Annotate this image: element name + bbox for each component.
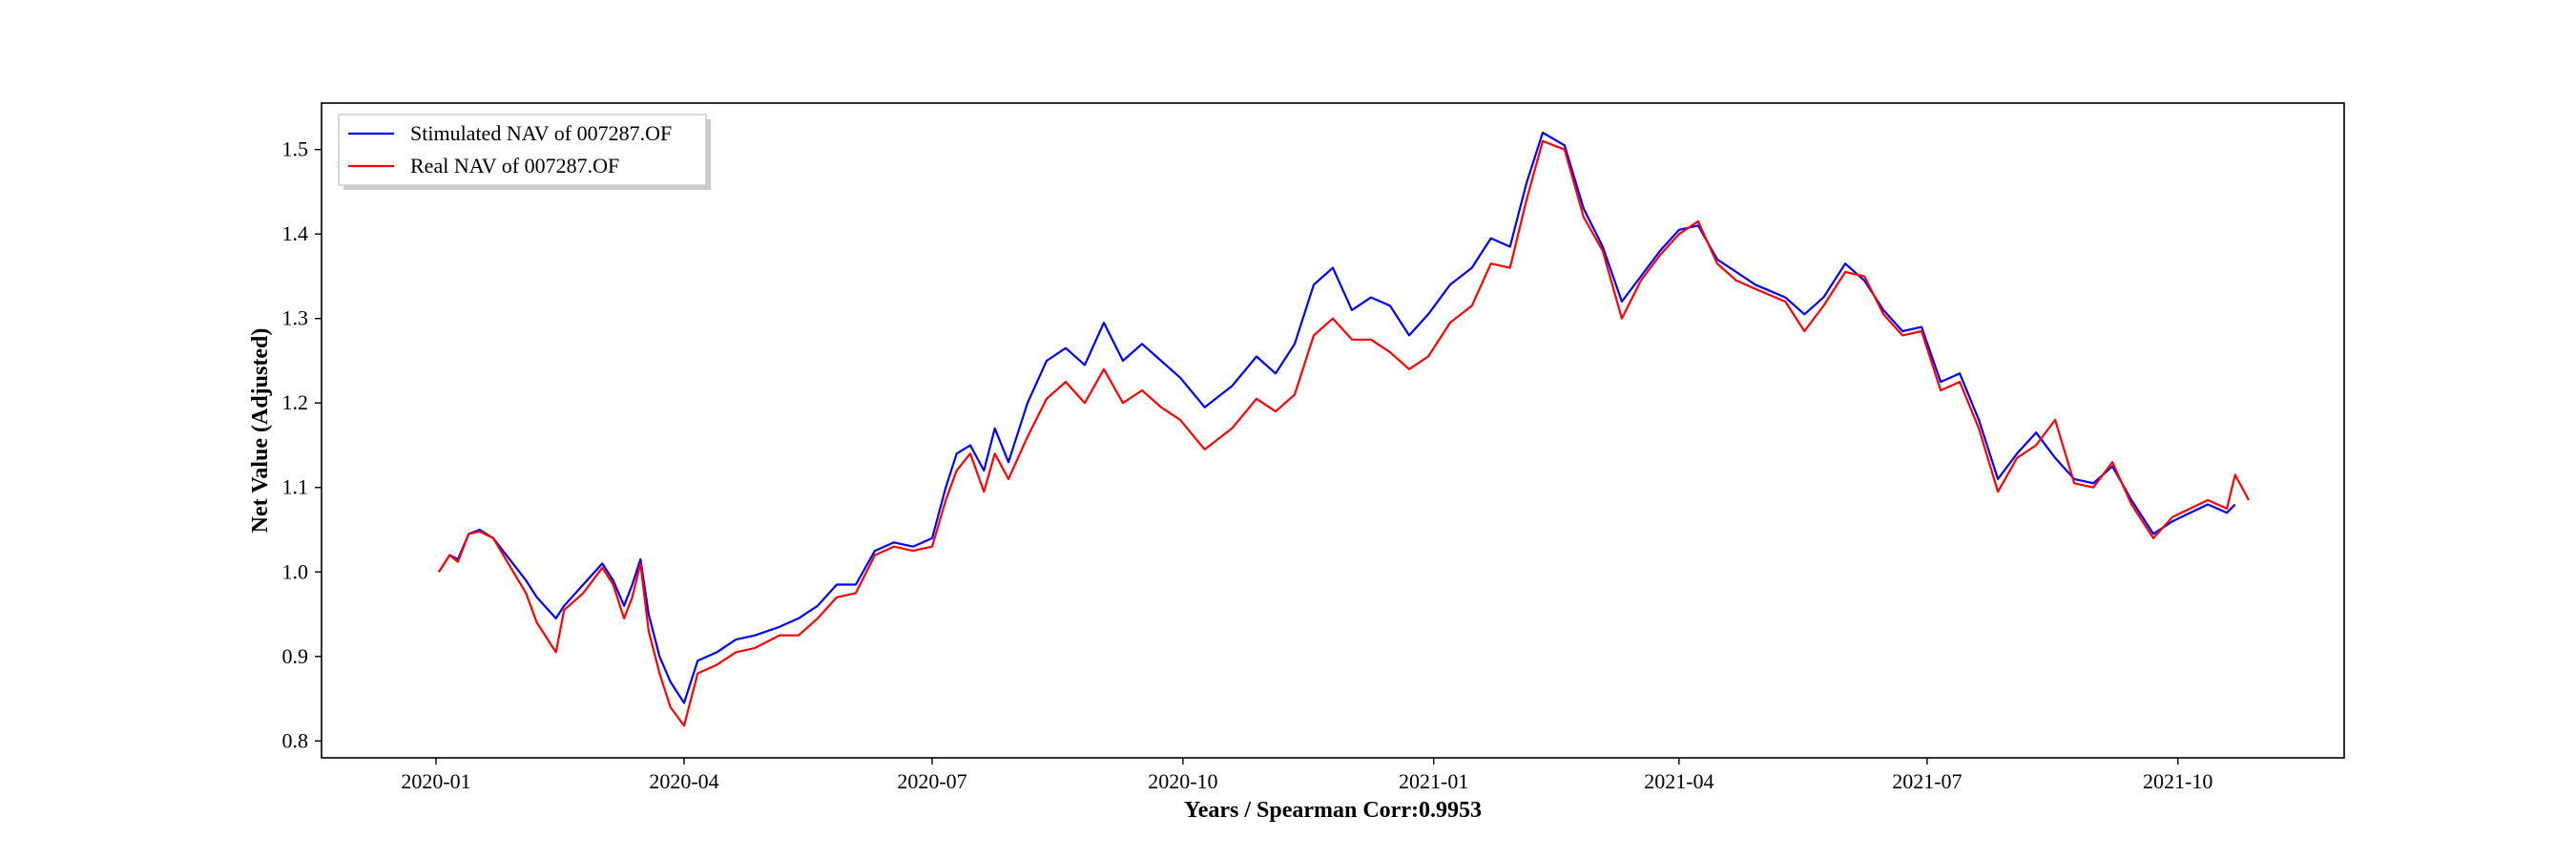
- y-tick-label: 1.5: [282, 137, 309, 161]
- y-tick-label: 1.0: [282, 559, 309, 583]
- y-tick-label: 1.4: [282, 221, 309, 245]
- x-axis-title: Years / Spearman Corr:0.9953: [1184, 798, 1482, 823]
- y-axis: 0.8 0.9 1.0 1.1 1.2 1.3 1.4 1.5: [282, 137, 322, 752]
- legend-label-1: Stimulated NAV of 007287.OF: [410, 121, 672, 145]
- x-tick-label: 2021-10: [2143, 769, 2212, 793]
- y-tick-label: 1.3: [282, 306, 309, 330]
- y-tick-label: 0.8: [282, 728, 309, 752]
- x-axis: 2020-01 2020-04 2020-07 2020-10 2021-01 2021-…: [401, 758, 2212, 793]
- x-tick-label: 2020-07: [897, 769, 966, 793]
- legend-box: [338, 114, 707, 186]
- x-tick-label: 2021-01: [1399, 769, 1468, 793]
- series-line-2: [437, 139, 2250, 727]
- x-tick-label: 2021-07: [1892, 769, 1962, 793]
- x-tick-label: 2020-01: [401, 769, 470, 793]
- legend-label-2: Real NAV of 007287.OF: [410, 154, 619, 178]
- y-axis-title: Net Value (Adjusted): [248, 328, 273, 534]
- legend: Stimulated NAV of 007287.OF Real NAV of 0…: [338, 114, 711, 190]
- x-tick-label: 2021-04: [1644, 769, 1714, 793]
- plot-series-group: [437, 131, 2250, 727]
- plot-area-frame: [321, 102, 2345, 759]
- x-tick-label: 2020-10: [1148, 769, 1217, 793]
- x-tick-label: 2020-04: [649, 769, 718, 793]
- series-line-1: [437, 131, 2236, 704]
- y-tick-label: 1.1: [282, 475, 309, 499]
- y-tick-label: 0.9: [282, 644, 309, 668]
- y-tick-label: 1.2: [282, 390, 309, 414]
